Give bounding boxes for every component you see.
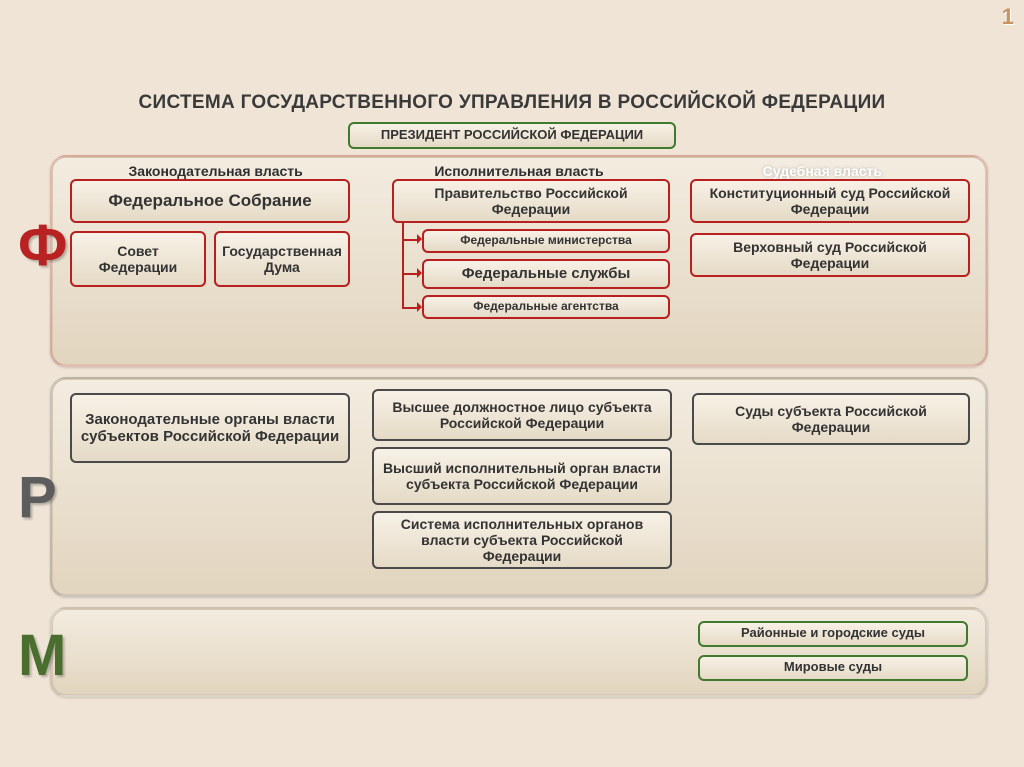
constitutional-court-box: Конституционный суд Российской Федерации	[690, 179, 970, 223]
ministries-box: Федеральные министерства	[422, 229, 670, 253]
slide-number: 1	[1002, 4, 1014, 30]
federation-council-box: Совет Федерации	[70, 231, 206, 287]
level-letter-m: М	[18, 627, 66, 685]
state-duma-box: Государственная Дума	[214, 231, 350, 287]
arrow-icon	[402, 223, 420, 309]
municipal-panel: М Районные и городские суды Мировые суды	[50, 607, 988, 697]
government-box: Правительство Российской Федерации	[392, 179, 670, 223]
federal-panel: Ф Законодательная власть Исполнительная …	[50, 155, 988, 367]
page-title: СИСТЕМА ГОСУДАРСТВЕННОГО УПРАВЛЕНИЯ В РО…	[0, 0, 1024, 122]
supreme-court-box: Верховный суд Российской Федерации	[690, 233, 970, 277]
president-box: ПРЕЗИДЕНТ РОССИЙСКОЙ ФЕДЕРАЦИИ	[348, 122, 676, 149]
header-judicial: Судебная власть	[677, 163, 968, 179]
services-box: Федеральные службы	[422, 259, 670, 289]
header-legislative: Законодательная власть	[70, 163, 361, 179]
agencies-box: Федеральные агентства	[422, 295, 670, 319]
regional-courts-box: Суды субъекта Российской Федерации	[692, 393, 970, 445]
regional-exec-body-box: Высший исполнительный орган власти субъе…	[372, 447, 672, 505]
header-executive: Исполнительная власть	[373, 163, 664, 179]
regional-panel: Р Законодательные органы власти субъекто…	[50, 377, 988, 597]
magistrate-courts-box: Мировые суды	[698, 655, 968, 681]
level-letter-r: Р	[18, 469, 57, 527]
regional-exec-system-box: Система исполнительных органов власти су…	[372, 511, 672, 569]
federal-assembly-box: Федеральное Собрание	[70, 179, 350, 223]
regional-head-box: Высшее должностное лицо субъекта Российс…	[372, 389, 672, 441]
district-courts-box: Районные и городские суды	[698, 621, 968, 647]
regional-legislative-box: Законодательные органы власти субъектов …	[70, 393, 350, 463]
